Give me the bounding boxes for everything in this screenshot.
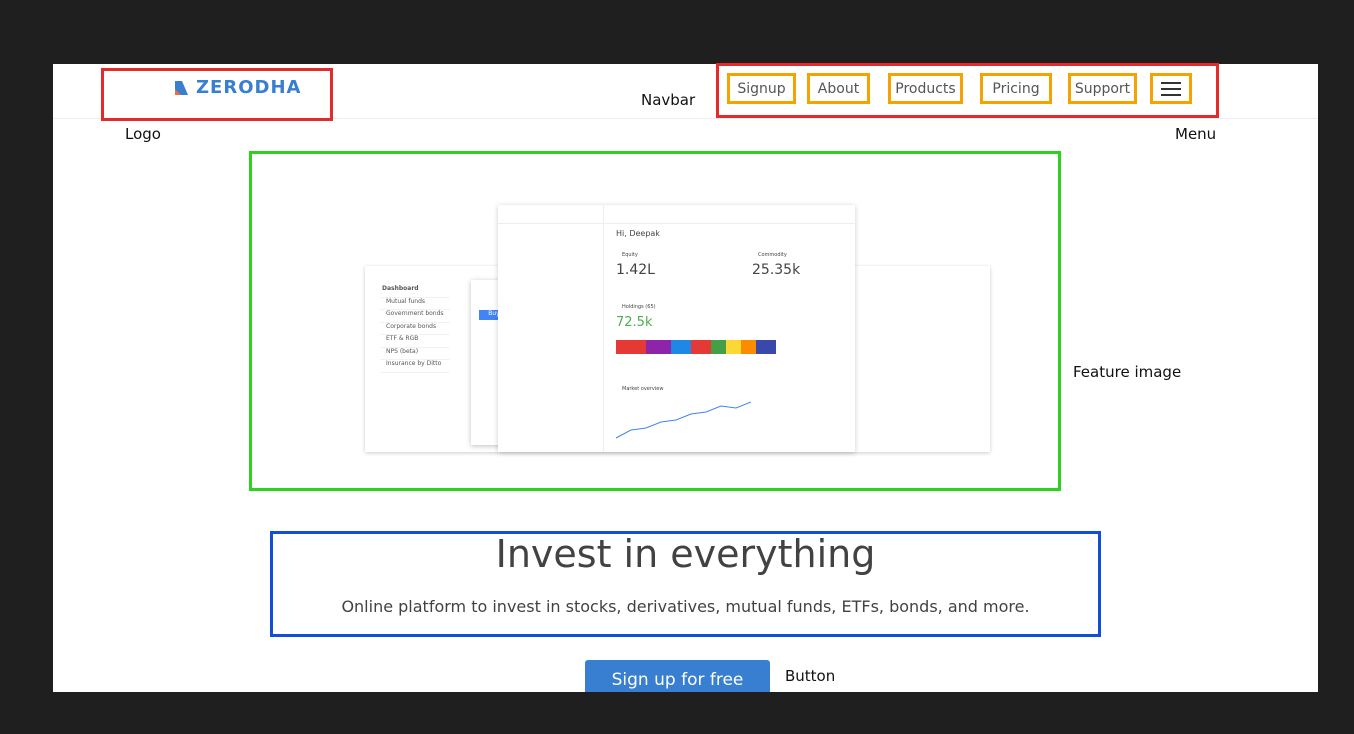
holdings-value: 72.5k — [616, 315, 653, 330]
logo-annotation-box — [101, 68, 333, 121]
kite-dashboard: Hi, Deepak Equity 1.42L Commodity 25.35k… — [498, 205, 855, 452]
feature-annotation-box — [249, 151, 1061, 491]
market-label: Market overview — [622, 386, 664, 392]
signup-button[interactable]: Sign up for free — [585, 660, 770, 692]
holdings-heatmap — [616, 340, 776, 354]
hamburger-menu[interactable] — [1150, 73, 1192, 104]
commodity-label: Commodity — [758, 252, 787, 258]
logo-icon — [175, 81, 188, 95]
hero-title: Invest in everything — [495, 532, 876, 576]
nav-link[interactable]: About — [807, 73, 870, 104]
logo-text[interactable]: ZERODHA — [196, 77, 302, 98]
equity-value: 1.42L — [616, 262, 655, 278]
nav-link[interactable]: Support — [1068, 73, 1137, 104]
button-annotation: Button — [785, 667, 836, 685]
sidebar-item: ETF & RGB — [380, 335, 450, 348]
nav-link[interactable]: Signup — [727, 73, 796, 104]
logo-annotation: Logo — [125, 125, 161, 143]
nav-link[interactable]: Pricing — [980, 73, 1052, 104]
sidebar-item: Corporate bonds — [380, 323, 450, 335]
buy-button: Buy — [479, 310, 509, 320]
nav-link[interactable]: Products — [888, 73, 963, 104]
commodity-value: 25.35k — [752, 262, 801, 278]
holdings-label: Holdings (65) — [622, 304, 656, 310]
navbar-border — [53, 118, 1318, 119]
feature-annotation: Feature image — [1073, 363, 1182, 381]
menu-annotation-box — [716, 63, 1219, 118]
sidebar-item: Insurance by Ditto — [380, 360, 450, 373]
sidebar-item: NPS (beta) — [380, 348, 450, 360]
sidebar-item: Dashboard — [380, 285, 450, 298]
hero-annotation-box — [270, 531, 1101, 637]
equity-label: Equity — [622, 252, 638, 258]
market-chart — [616, 401, 751, 439]
menu-annotation: Menu — [1175, 125, 1217, 143]
sidebar: Dashboard Mutual funds Government bonds Cor… — [380, 285, 450, 373]
greeting: Hi, Deepak — [616, 229, 660, 238]
hero-subtitle: Online platform to invest in stocks, der… — [341, 597, 1030, 616]
sidebar-item: Government bonds — [380, 310, 450, 323]
navbar-annotation: Navbar — [641, 91, 696, 109]
sidebar-item: Mutual funds — [380, 298, 450, 310]
